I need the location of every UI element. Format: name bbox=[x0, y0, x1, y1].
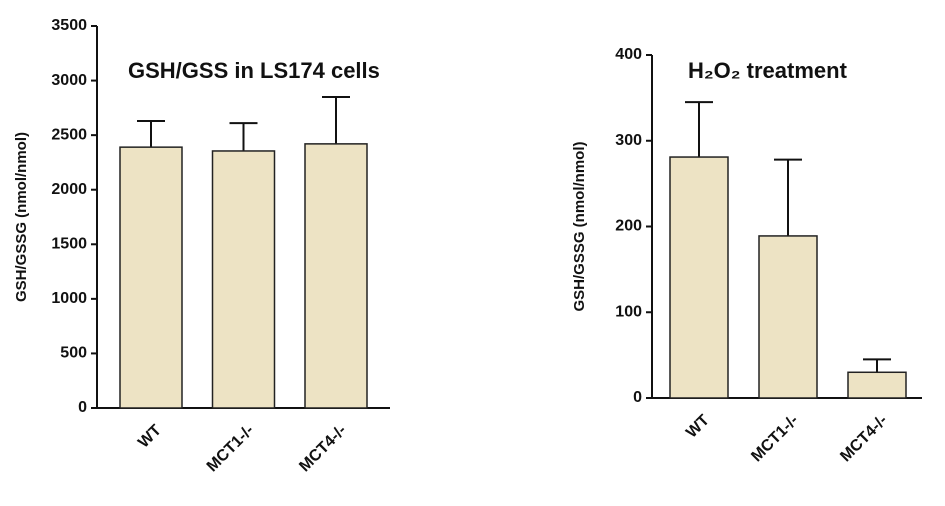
y-tick-label: 0 bbox=[78, 399, 87, 416]
x-tick-label: MCT4-/- bbox=[837, 412, 891, 466]
y-axis-label: GSH/GSSG (nmol/nmol) bbox=[13, 132, 30, 302]
x-tick-label: WT bbox=[135, 422, 165, 452]
y-tick-label: 200 bbox=[615, 218, 642, 235]
y-tick-label: 3500 bbox=[51, 17, 87, 34]
bar bbox=[847, 371, 907, 399]
y-axis-label: GSH/GSSG (nmol/nmol) bbox=[571, 141, 588, 311]
bar bbox=[304, 143, 368, 409]
y-tick-label: 300 bbox=[615, 132, 642, 149]
bar bbox=[119, 146, 183, 409]
chart-title: GSH/GSS in LS174 cells bbox=[128, 58, 380, 83]
x-tick-label: MCT1-/- bbox=[204, 422, 258, 476]
y-tick-label: 3000 bbox=[51, 72, 87, 89]
y-tick-label: 2500 bbox=[51, 126, 87, 143]
y-tick-label: 1000 bbox=[51, 290, 87, 307]
chart-title: H₂O₂ treatment bbox=[688, 58, 848, 83]
x-tick-label: MCT4-/- bbox=[296, 422, 350, 476]
y-tick-label: 100 bbox=[615, 303, 642, 320]
y-tick-label: 0 bbox=[633, 389, 642, 406]
bar bbox=[669, 156, 729, 399]
y-tick-label: 500 bbox=[60, 345, 87, 362]
bar bbox=[211, 150, 276, 409]
y-tick-label: 2000 bbox=[51, 181, 87, 198]
bar bbox=[758, 235, 818, 399]
x-tick-label: MCT1-/- bbox=[748, 412, 802, 466]
y-tick-label: 1500 bbox=[51, 236, 87, 253]
y-tick-label: 400 bbox=[615, 46, 642, 63]
x-tick-label: WT bbox=[683, 412, 713, 442]
